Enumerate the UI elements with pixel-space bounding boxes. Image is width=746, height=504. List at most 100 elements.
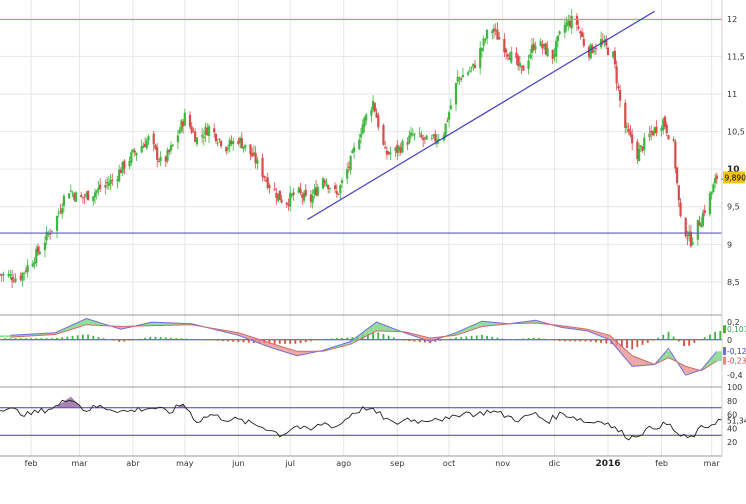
candle-body-97 — [232, 141, 234, 144]
candle-body-188 — [455, 83, 457, 104]
macd-histogram-bar-97 — [507, 339, 509, 340]
macd-histogram-bar-24 — [129, 340, 131, 341]
macd-histogram-bar-39 — [206, 340, 208, 341]
candle-body-4 — [9, 274, 11, 276]
candle-body-172 — [413, 134, 415, 135]
x-tick-label-5: jul — [284, 459, 295, 468]
macd-histogram-bar-30 — [160, 337, 162, 340]
candle-body-77 — [184, 113, 186, 126]
candle-body-10 — [23, 273, 25, 274]
candle-body-17 — [39, 252, 41, 254]
candle-body-293 — [709, 193, 711, 214]
candle-body-242 — [583, 39, 585, 46]
candle-body-194 — [469, 70, 471, 71]
candle-body-54 — [130, 152, 132, 162]
macd-histogram-bar-138 — [719, 331, 721, 340]
macd-histogram-bar-92 — [481, 335, 483, 340]
candle-body-66 — [158, 161, 160, 162]
macd-histogram-bar-6 — [35, 338, 37, 340]
candle-body-256 — [617, 86, 619, 88]
x-tick-label-11: 2016 — [595, 459, 620, 469]
candle-body-295 — [712, 184, 714, 192]
rsi-overbought-fill-6 — [62, 401, 64, 407]
macd-histogram-bar-111 — [579, 340, 581, 342]
candle-body-67 — [160, 157, 162, 161]
candle-body-24 — [58, 213, 60, 214]
macd-histogram-bar-104 — [543, 339, 545, 340]
candle-body-201 — [484, 39, 486, 40]
candle-body-141 — [339, 185, 341, 193]
macd-histogram-bar-59 — [310, 340, 312, 341]
candle-body-280 — [676, 167, 678, 182]
candle-body-238 — [576, 16, 578, 25]
macd-histogram-bar-121 — [631, 340, 633, 350]
price-tick-label-6: 11,5 — [727, 52, 745, 61]
macd-histogram-bar-32 — [170, 338, 172, 340]
macd-histogram-bar-132 — [688, 340, 690, 346]
candle-body-222 — [534, 46, 536, 50]
candle-body-57 — [135, 153, 137, 156]
macd-histogram-bar-26 — [139, 339, 141, 340]
macd-histogram-bar-46 — [243, 340, 245, 343]
candle-body-102 — [244, 145, 246, 148]
candle-body-276 — [666, 125, 668, 134]
candle-body-167 — [401, 141, 403, 152]
candle-body-231 — [557, 36, 559, 41]
macd-histogram-bar-76 — [398, 339, 400, 340]
macd-histogram-bar-20 — [108, 339, 110, 340]
macd-histogram-bar-56 — [294, 340, 296, 344]
macd-fill-segment-2 — [7, 335, 10, 337]
macd-histogram-bar-72 — [377, 332, 379, 339]
x-tick-label-8: oct — [443, 459, 455, 468]
candle-body-143 — [346, 169, 348, 179]
candle-body-135 — [325, 183, 327, 185]
rsi-overbought-fill-13 — [74, 400, 76, 408]
macd-value-marker-1 — [723, 347, 726, 355]
macd-histogram-bar-124 — [647, 340, 649, 343]
x-tick-label-13: mar — [704, 459, 721, 468]
macd-histogram-bar-33 — [175, 338, 177, 340]
candle-body-116 — [279, 191, 281, 200]
candle-body-27 — [63, 196, 65, 206]
macd-histogram-bar-130 — [678, 340, 680, 342]
candle-body-192 — [462, 75, 464, 77]
candle-body-88 — [213, 128, 215, 132]
candle-body-30 — [71, 193, 73, 194]
macd-histogram-bar-63 — [331, 338, 333, 339]
x-tick-label-6: ago — [336, 459, 351, 468]
candle-body-122 — [293, 193, 295, 195]
candle-body-173 — [419, 133, 421, 134]
candle-body-37 — [87, 191, 89, 200]
candle-body-159 — [384, 147, 386, 148]
rsi-value-label: 51,343 — [727, 417, 746, 426]
price-tick-label-0: 8,5 — [727, 278, 740, 287]
macd-histogram-bar-90 — [471, 336, 473, 340]
candle-body-169 — [408, 135, 410, 143]
candle-body-124 — [299, 189, 301, 193]
candle-body-134 — [324, 180, 326, 183]
macd-histogram-bar-88 — [460, 337, 462, 340]
candle-body-89 — [215, 134, 217, 141]
candle-body-195 — [470, 67, 472, 68]
macd-value-label-0: 0,1079 — [727, 325, 746, 334]
candle-body-277 — [667, 135, 669, 139]
rsi-overbought-fill-11 — [71, 397, 73, 408]
candle-body-246 — [593, 51, 595, 52]
macd-histogram-bar-47 — [248, 340, 250, 343]
x-tick-label-2: abr — [126, 459, 140, 468]
macd-histogram-bar-80 — [419, 340, 421, 342]
macd-histogram-bar-2 — [15, 338, 17, 340]
candle-body-185 — [446, 121, 448, 122]
macd-pane — [0, 315, 722, 375]
candle-body-78 — [189, 115, 191, 127]
candle-body-184 — [445, 124, 447, 137]
macd-histogram-bar-115 — [600, 340, 602, 343]
candle-body-247 — [595, 48, 597, 49]
candle-body-33 — [80, 195, 82, 197]
candle-body-237 — [571, 16, 573, 28]
candle-body-174 — [420, 135, 422, 138]
macd-histogram-bar-100 — [522, 338, 524, 339]
macd-histogram-bar-96 — [502, 339, 504, 340]
macd-value-marker-2 — [723, 357, 726, 365]
